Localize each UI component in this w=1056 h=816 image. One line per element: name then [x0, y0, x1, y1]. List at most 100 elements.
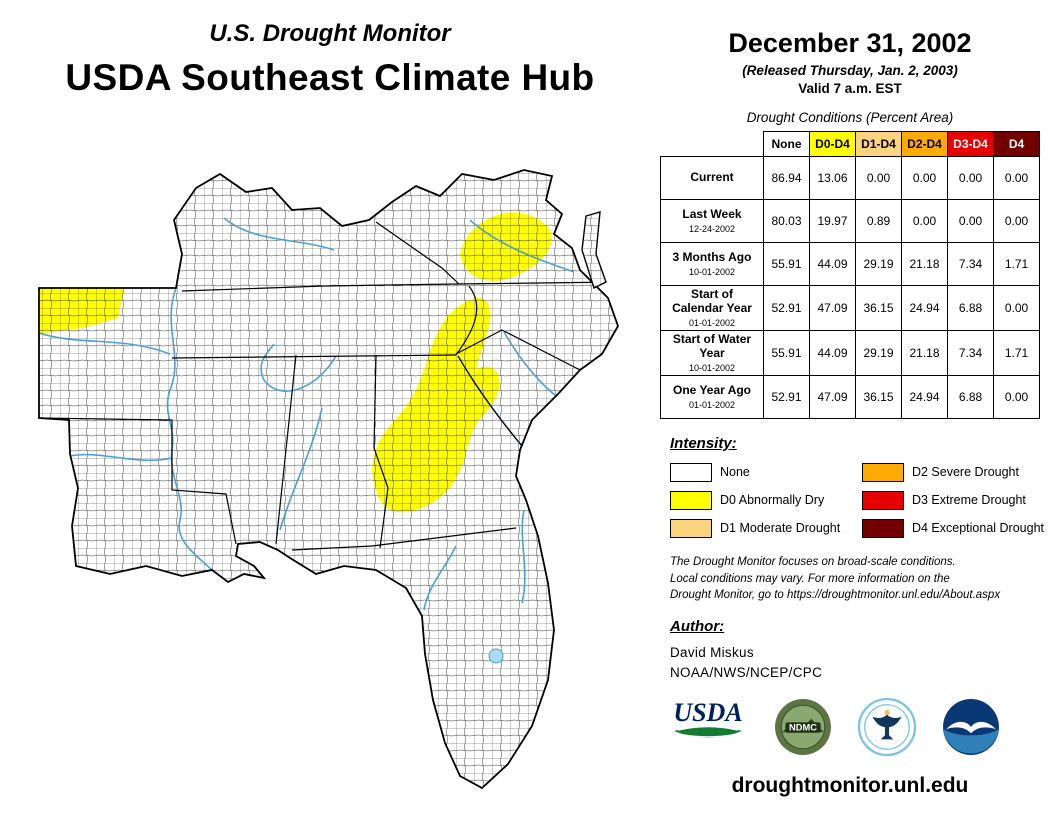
cell-value: 44.09 [809, 242, 856, 286]
d3-swatch [861, 490, 904, 510]
legend-item-none: None [670, 462, 862, 482]
cell-value: 1.71 [993, 329, 1040, 376]
report-subtitle: U.S. Drought Monitor [209, 20, 451, 47]
cell-value: 29.19 [855, 242, 902, 286]
cell-value: 13.06 [809, 156, 856, 200]
agency-logos: USDA NDMC [668, 696, 1044, 758]
valid-line: Valid 7 a.m. EST [798, 81, 902, 96]
cell-value: 0.00 [993, 156, 1040, 200]
table-row: Last Week 12-24-2002 80.03 19.97 0.89 0.0… [660, 199, 1040, 243]
cell-value: 0.00 [993, 285, 1040, 331]
table-row: Start of Water Year 10-01-2002 55.91 44.0… [660, 329, 1040, 376]
legend-item-d4: D4 Exceptional Drought [861, 518, 1044, 538]
disclaimer-text: The Drought Monitor focuses on broad-sca… [670, 555, 1001, 602]
row-label: Current [660, 156, 764, 200]
col-header-d0d4: D0-D4 [809, 131, 856, 157]
table-row: Start of Calendar Year 01-01-2002 52.91 4… [660, 285, 1040, 331]
released-line: (Released Thursday, Jan. 2, 2003) [742, 63, 958, 78]
cell-value: 47.09 [809, 374, 856, 419]
drought-map-container [24, 158, 644, 808]
d0-swatch [670, 490, 712, 510]
table-header-row: None D0-D4 D1-D4 D2-D4 D3-D4 D4 [660, 131, 1040, 157]
d1-swatch [670, 518, 712, 538]
cell-value: 6.88 [947, 285, 994, 331]
svg-text:USDA: USDA [673, 698, 742, 727]
cell-value: 24.94 [901, 285, 948, 331]
d2-swatch [861, 462, 904, 482]
cell-value: 29.19 [855, 329, 902, 376]
ndmc-logo: NDMC [775, 698, 831, 755]
col-header-none: None [763, 131, 810, 157]
cell-value: 80.03 [763, 199, 810, 243]
table-row: Current 86.94 13.06 0.00 0.00 0.00 0.00 [660, 156, 1040, 200]
report-header: U.S. Drought Monitor USDA Southeast Clim… [10, 20, 650, 99]
footer-url: droughtmonitor.unl.edu [731, 773, 969, 797]
cell-value: 1.71 [993, 242, 1040, 286]
cell-value: 21.18 [901, 329, 948, 376]
cell-value: 55.91 [763, 329, 810, 376]
table-row: One Year Ago 01-01-2002 52.91 47.09 36.15… [660, 374, 1040, 419]
cell-value: 19.97 [809, 199, 856, 243]
cell-value: 6.88 [947, 374, 994, 419]
cell-value: 0.00 [993, 199, 1040, 243]
cell-value: 55.91 [763, 242, 810, 286]
commerce-seal-logo [858, 697, 916, 756]
col-header-d1d4: D1-D4 [855, 131, 902, 157]
row-date: 10-01-2002 [688, 362, 736, 373]
cell-value: 52.91 [763, 285, 810, 331]
table-corner-cell [660, 131, 764, 157]
col-header-d2d4: D2-D4 [901, 131, 948, 157]
legend-item-d3: D3 Extreme Drought [861, 490, 1044, 510]
legend-item-d0: D0 Abnormally Dry [670, 490, 862, 510]
author-org: NOAA/NWS/NCEP/CPC [670, 664, 823, 680]
svg-text:NDMC: NDMC [789, 723, 817, 733]
page-title: USDA Southeast Climate Hub [65, 57, 595, 98]
legend-item-d1: D1 Moderate Drought [670, 518, 862, 538]
row-date: 01-01-2002 [688, 399, 736, 410]
cell-value: 0.00 [901, 156, 948, 200]
none-swatch [670, 462, 712, 482]
cell-value: 21.18 [901, 242, 948, 286]
row-label: Start of Water Year 10-01-2002 [660, 329, 764, 376]
county-lines [39, 170, 618, 788]
row-label: One Year Ago 01-01-2002 [660, 374, 764, 419]
southeast-drought-map [38, 169, 619, 789]
cell-value: 7.34 [947, 242, 994, 286]
cell-value: 7.34 [947, 329, 994, 376]
cell-value: 24.94 [901, 374, 948, 419]
cell-value: 44.09 [809, 329, 856, 376]
cell-value: 0.00 [855, 156, 902, 200]
cell-value: 0.89 [855, 199, 902, 243]
state-borders [39, 221, 618, 551]
cell-value: 86.94 [763, 156, 810, 200]
legend-item-d2: D2 Severe Drought [861, 462, 1044, 482]
cell-value: 0.00 [947, 156, 994, 200]
cell-value: 52.91 [763, 374, 810, 419]
row-date: 10-01-2002 [688, 266, 736, 277]
report-date: December 31, 2002 [728, 28, 972, 58]
lake-okeechobee [488, 648, 504, 664]
cell-value: 0.00 [993, 374, 1040, 419]
author-title: Author: [670, 617, 725, 635]
col-header-d4: D4 [993, 131, 1040, 157]
row-date: 12-24-2002 [688, 223, 736, 234]
cell-value: 0.00 [901, 199, 948, 243]
cell-value: 0.00 [947, 199, 994, 243]
usda-logo: USDA [673, 698, 743, 738]
row-label: Last Week 12-24-2002 [660, 199, 764, 243]
intensity-title: Intensity: [670, 434, 737, 452]
drought-conditions-table: None D0-D4 D1-D4 D2-D4 D3-D4 D4 Current … [660, 131, 1040, 419]
row-label: 3 Months Ago 10-01-2002 [660, 242, 764, 286]
conditions-table-caption: Drought Conditions (Percent Area) [746, 110, 954, 125]
cell-value: 36.15 [855, 285, 902, 331]
cell-value: 36.15 [855, 374, 902, 419]
d4-swatch [861, 518, 904, 538]
cell-value: 47.09 [809, 285, 856, 331]
row-date: 01-01-2002 [688, 317, 736, 328]
row-label: Start of Calendar Year 01-01-2002 [660, 285, 764, 331]
author-block: Author: David Miskus NOAA/NWS/NCEP/CPC [670, 618, 1044, 680]
intensity-legend: Intensity: None D0 Abnormally Dry D1 Mod… [670, 435, 1044, 538]
info-panel: December 31, 2002 (Released Thursday, Ja… [656, 28, 1044, 798]
table-row: 3 Months Ago 10-01-2002 55.91 44.09 29.19… [660, 242, 1040, 286]
